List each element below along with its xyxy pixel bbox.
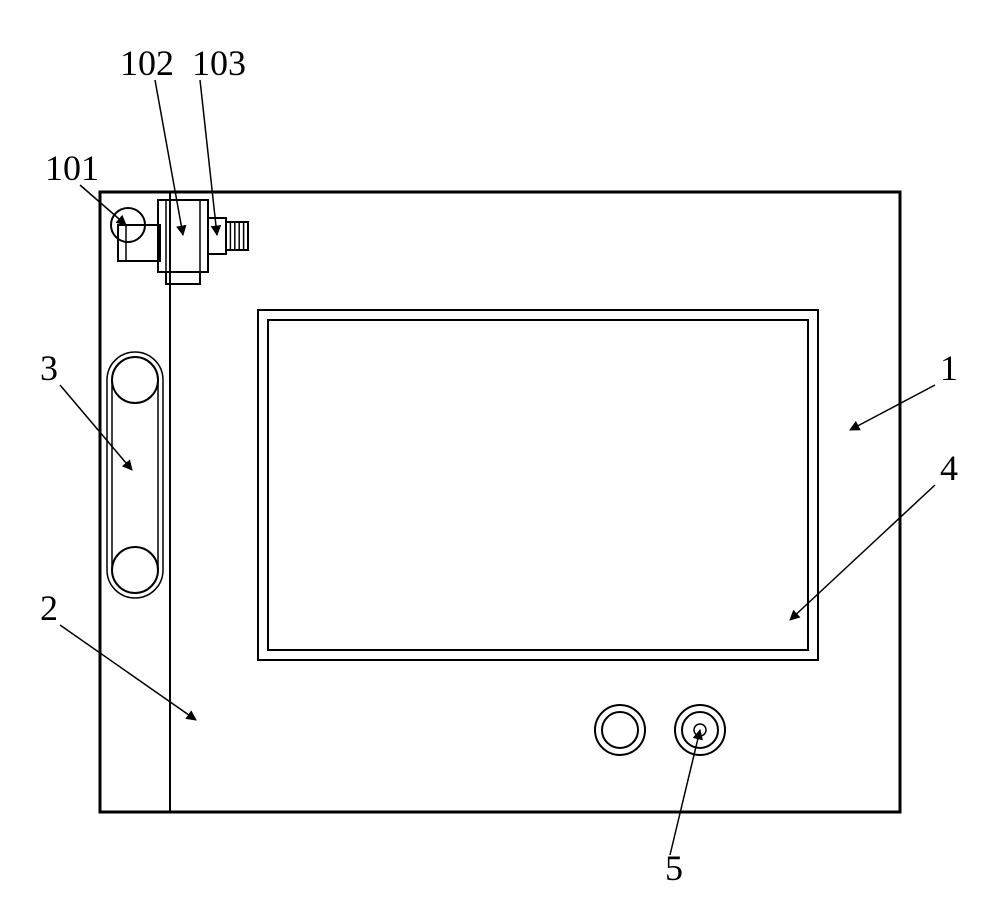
door-panel [100,192,170,812]
callout-5-label: 5 [665,848,683,888]
device-body [100,192,900,812]
window-inner [268,320,808,650]
callout-103-label: 103 [192,43,246,83]
hinge-thread-block [226,222,248,250]
callout-1-leader [850,385,935,430]
callout-1-label: 1 [940,348,958,388]
window-outer [258,310,818,660]
callout-4-leader [790,485,935,620]
callout-3-label: 3 [40,348,58,388]
callout-2-leader [60,625,196,720]
hinge-left-bar [118,225,160,261]
slot-bottom-circle [112,547,158,593]
callout-102-label: 102 [120,43,174,83]
hinge-coupling [208,218,226,254]
callout-101-label: 101 [45,148,99,188]
knob-left-inner [602,712,638,748]
technical-drawing: 101 102 103 1 4 3 2 5 [0,0,1000,910]
hinge-shaft [166,272,200,284]
callout-4-label: 4 [940,448,958,488]
slot-outline [107,352,163,598]
callout-2-label: 2 [40,588,58,628]
slot-top-circle [112,357,158,403]
